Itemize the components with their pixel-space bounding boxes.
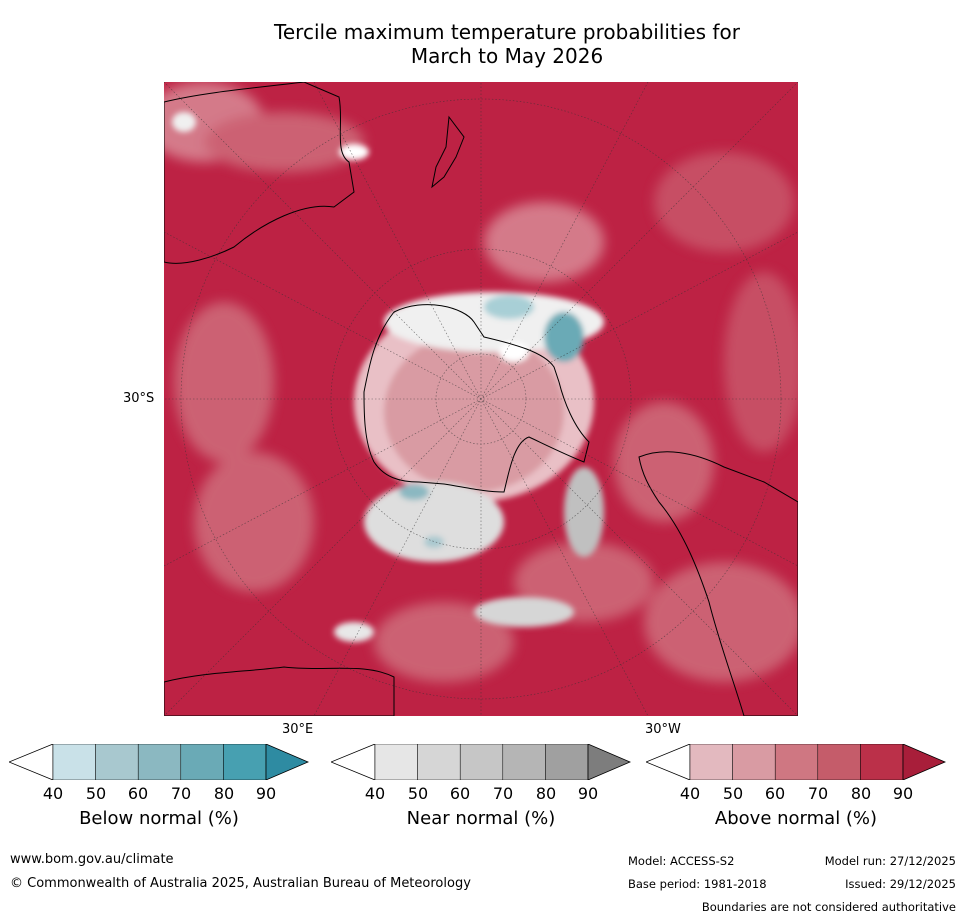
tick-label: 50 xyxy=(722,784,744,803)
legend-below-label: Below normal (%) xyxy=(79,808,239,829)
antarctica-coastline xyxy=(363,304,590,493)
tick-label: 50 xyxy=(85,784,107,803)
colorbar-segment xyxy=(774,744,819,780)
tick-label: 60 xyxy=(449,784,471,803)
legend-above-label: Above normal (%) xyxy=(714,808,878,829)
lon-label-30e: 30°E xyxy=(282,722,314,737)
tick-label: 40 xyxy=(679,784,701,803)
colorbar-segment xyxy=(52,744,96,780)
colorbar-extend-right xyxy=(587,744,631,780)
probability-map xyxy=(164,82,798,716)
legend-above-normal xyxy=(646,744,946,780)
new-zealand-coastline xyxy=(431,115,465,189)
tick-label: 70 xyxy=(807,784,829,803)
colorbar-segment xyxy=(180,744,224,780)
base-period-text: Base period: 1981-2018 xyxy=(628,877,767,891)
title-line-2: March to May 2026 xyxy=(410,44,604,68)
tick-label: 90 xyxy=(577,784,599,803)
colorbar-extend-left xyxy=(331,744,376,780)
legend-below-normal xyxy=(9,744,309,780)
tick-label: 70 xyxy=(492,784,514,803)
colorbar-segment xyxy=(732,744,776,780)
map-title: Tercile maximum temperature probabilitie… xyxy=(0,20,965,68)
tick-label: 40 xyxy=(42,784,64,803)
tick-label: 80 xyxy=(850,784,872,803)
legend-near-normal xyxy=(331,744,631,780)
colorbar-segment xyxy=(417,744,461,780)
tick-label: 60 xyxy=(127,784,149,803)
colorbar-extend-right xyxy=(902,744,946,780)
tick-label: 80 xyxy=(535,784,557,803)
colorbar-segment xyxy=(545,744,589,780)
colorbar-extend-left xyxy=(9,744,54,780)
colorbar-segment xyxy=(223,744,267,780)
website-text: www.bom.gov.au/climate xyxy=(10,852,174,867)
tick-label: 70 xyxy=(170,784,192,803)
tick-label: 80 xyxy=(213,784,235,803)
lat-label-30s: 30°S xyxy=(123,391,155,406)
issued-text: Issued: 29/12/2025 xyxy=(845,877,956,891)
meridian xyxy=(313,82,649,716)
colorbar-segment xyxy=(137,744,182,780)
legend-near-label: Near normal (%) xyxy=(406,808,556,829)
colorbar-segment xyxy=(374,744,418,780)
colorbar-segment xyxy=(817,744,861,780)
tick-label: 50 xyxy=(407,784,429,803)
copyright-text: © Commonwealth of Australia 2025, Austra… xyxy=(10,876,471,891)
tick-label: 90 xyxy=(255,784,277,803)
colorbar-segment xyxy=(459,744,504,780)
colorbar-extend-left xyxy=(646,744,691,780)
colorbar-segment xyxy=(95,744,139,780)
colorbar-segment xyxy=(502,744,546,780)
south-america-coastline xyxy=(638,451,798,716)
tick-label: 90 xyxy=(892,784,914,803)
model-run-text: Model run: 27/12/2025 xyxy=(824,854,956,868)
title-line-1: Tercile maximum temperature probabilitie… xyxy=(274,20,740,44)
colorbar-segment xyxy=(689,744,733,780)
disclaimer-text: Boundaries are not considered authoritat… xyxy=(701,900,956,914)
africa-coastline xyxy=(164,666,395,716)
colorbar-extend-right xyxy=(265,744,309,780)
model-text: Model: ACCESS-S2 xyxy=(628,854,735,868)
lon-label-30w: 30°W xyxy=(645,722,681,737)
tick-label: 60 xyxy=(764,784,786,803)
colorbar-segment xyxy=(860,744,904,780)
tick-label: 40 xyxy=(364,784,386,803)
